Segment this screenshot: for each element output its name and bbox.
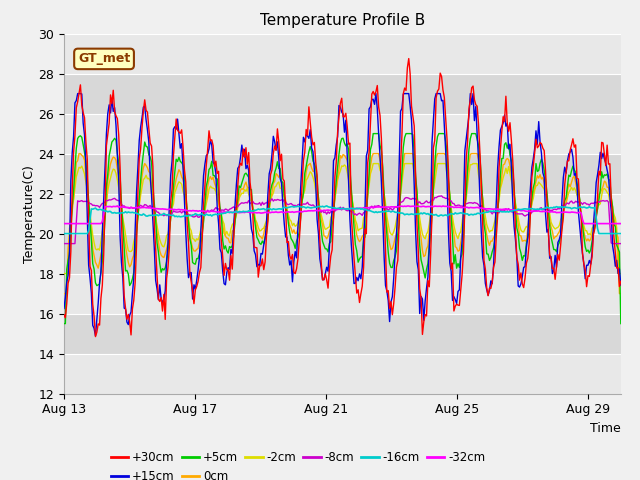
Title: Temperature Profile B: Temperature Profile B <box>260 13 425 28</box>
Bar <box>64 154 621 193</box>
X-axis label: Time: Time <box>590 422 621 435</box>
Bar <box>64 114 621 154</box>
Bar <box>64 193 621 234</box>
Bar <box>64 313 621 354</box>
Y-axis label: Temperature(C): Temperature(C) <box>22 165 36 263</box>
Bar <box>64 354 621 394</box>
Bar <box>64 34 621 73</box>
Bar <box>64 274 621 313</box>
Bar <box>64 234 621 274</box>
Legend: +30cm, +15cm, +5cm, 0cm, -2cm, -8cm, -16cm, -32cm: +30cm, +15cm, +5cm, 0cm, -2cm, -8cm, -16… <box>106 446 490 480</box>
Bar <box>64 73 621 114</box>
Text: GT_met: GT_met <box>78 52 130 65</box>
